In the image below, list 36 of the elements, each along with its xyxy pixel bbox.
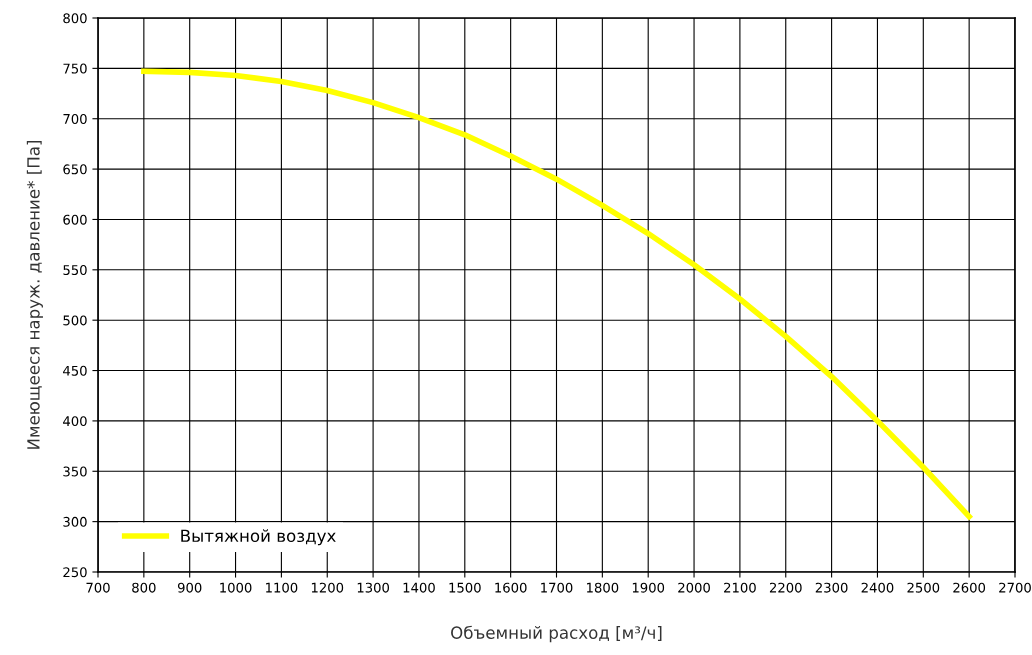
y-tick-label: 350	[63, 466, 87, 477]
x-tick-label: 2200	[769, 582, 802, 593]
y-tick-label: 800	[63, 13, 87, 24]
y-tick-label: 550	[63, 265, 87, 276]
y-tick-label: 600	[63, 214, 87, 225]
x-tick-label: 1800	[587, 582, 619, 593]
x-tick-label: 1700	[541, 582, 573, 593]
x-tick-label: 2300	[815, 582, 848, 593]
y-tick-label: 750	[63, 63, 87, 74]
y-tick-label: 450	[63, 365, 87, 376]
x-tick-label: 1000	[220, 582, 252, 593]
x-tick-label: 2100	[724, 582, 756, 593]
x-tick-label: 1300	[357, 582, 390, 593]
x-tick-label: 1500	[449, 582, 481, 593]
y-tick-label: 400	[63, 416, 87, 427]
y-tick-label: 650	[63, 164, 87, 175]
x-tick-label: 1100	[266, 582, 298, 593]
y-tick-label: 700	[63, 113, 87, 124]
x-axis-title: Объемный расход [м³/ч]	[451, 625, 662, 643]
y-tick-label: 250	[63, 567, 87, 578]
x-tick-label: 2000	[678, 582, 710, 593]
x-tick-label: 1600	[495, 582, 527, 593]
x-tick-label: 800	[132, 582, 156, 593]
x-tick-label: 1200	[311, 582, 344, 593]
x-tick-label: 2400	[861, 582, 894, 593]
y-tick-label: 500	[63, 315, 87, 326]
x-tick-label: 1400	[403, 582, 435, 593]
x-tick-label: 2600	[953, 582, 986, 593]
x-tick-label: 700	[86, 582, 110, 593]
y-tick-label: 300	[63, 516, 87, 527]
x-tick-label: 1900	[632, 582, 665, 593]
x-tick-label: 2500	[907, 582, 940, 593]
y-axis-title: Имеющееся наруж. давление* [Па]	[26, 140, 43, 449]
legend-label: Вытяжной воздух	[181, 529, 336, 546]
x-tick-label: 2700	[999, 582, 1031, 593]
x-tick-label: 900	[177, 582, 202, 593]
